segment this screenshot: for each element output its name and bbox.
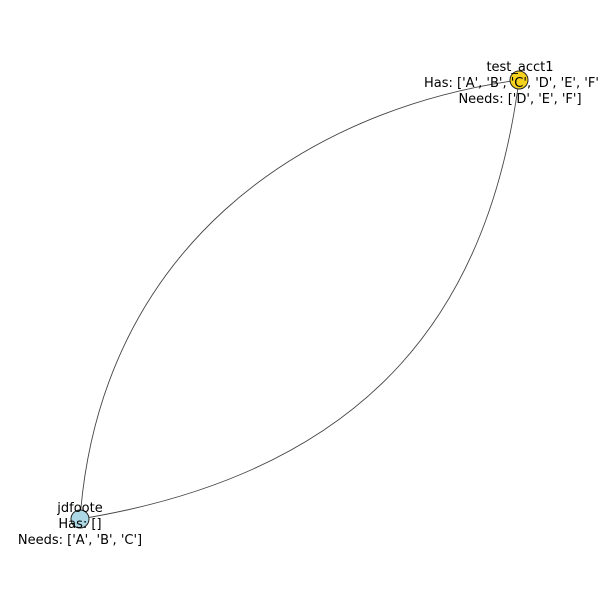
node-jdfoote[interactable]: jdfoote Has: [] Needs: ['A', 'B', 'C'] bbox=[18, 501, 142, 548]
node-test-acct1[interactable]: test_acct1 Has: ['A', 'B', 'C', 'D', 'E'… bbox=[424, 60, 600, 107]
node-has-label: Has: [] bbox=[58, 517, 101, 532]
node-needs-label: Needs: ['A', 'B', 'C'] bbox=[18, 533, 142, 548]
node-needs-label: Needs: ['D', 'E', 'F'] bbox=[458, 92, 581, 107]
edge-test-acct1-to-jdfoote bbox=[79, 79, 520, 520]
node-name-label: jdfoote bbox=[56, 501, 102, 516]
node-marker[interactable] bbox=[70, 509, 90, 529]
edge-jdfoote-to-test-acct1 bbox=[79, 79, 520, 520]
node-name-label: test_acct1 bbox=[486, 60, 553, 75]
node-has-label: Has: ['A', 'B', 'C', 'D', 'E', 'F'] bbox=[424, 76, 600, 91]
node-marker[interactable] bbox=[509, 70, 529, 90]
